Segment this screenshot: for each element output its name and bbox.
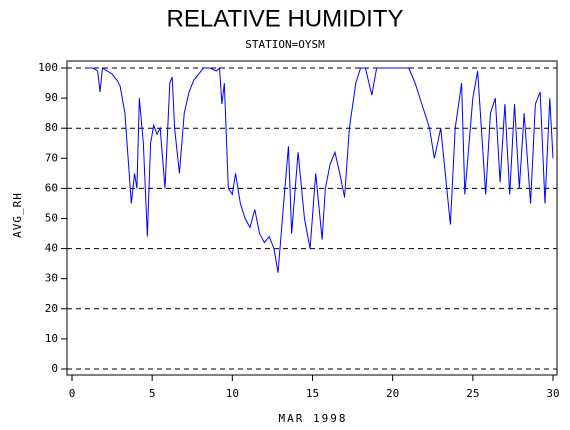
y-tick-label: 60	[45, 181, 58, 194]
x-tick-label: 25	[466, 387, 479, 400]
x-axis-label: MAR 1998	[279, 412, 348, 425]
y-axis-label: AVG_RH	[11, 192, 24, 238]
chart-title: RELATIVE HUMIDITY	[167, 5, 404, 32]
y-tick-label: 30	[45, 272, 58, 285]
x-tick-label: 20	[386, 387, 399, 400]
x-tick-label: 5	[149, 387, 156, 400]
y-tick-label: 100	[38, 61, 58, 74]
y-tick-label: 50	[45, 212, 58, 225]
y-tick-label: 80	[45, 121, 58, 134]
y-tick-label: 20	[45, 302, 58, 315]
x-tick-label: 10	[226, 387, 239, 400]
y-tick-label: 70	[45, 151, 58, 164]
x-tick-label: 30	[546, 387, 559, 400]
y-tick-label: 10	[45, 332, 58, 345]
x-tick-label: 0	[69, 387, 76, 400]
x-tick-label: 15	[306, 387, 319, 400]
data-line	[88, 66, 554, 273]
y-tick-label: 40	[45, 242, 58, 255]
y-tick-label: 0	[51, 362, 58, 375]
chart-subtitle: STATION=OYSM	[245, 38, 325, 51]
y-tick-label: 90	[45, 91, 58, 104]
